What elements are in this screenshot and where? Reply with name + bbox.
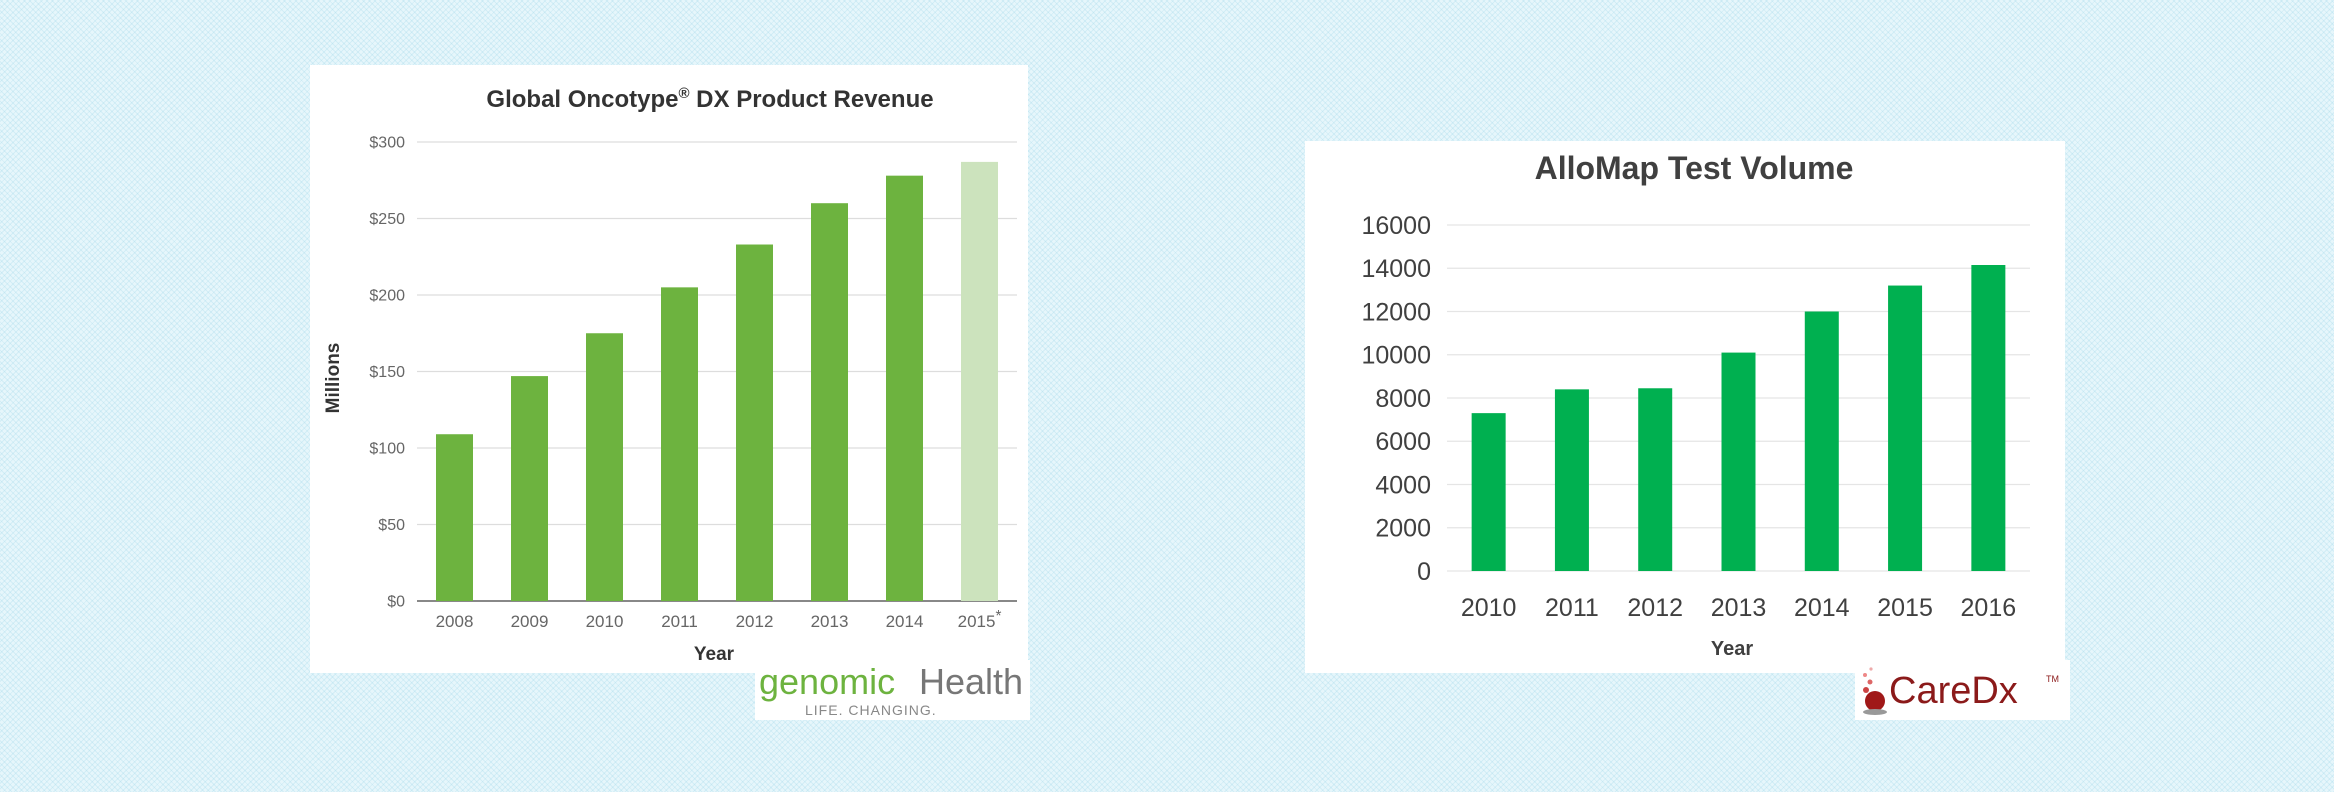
y-tick-label: $250 — [369, 211, 405, 228]
x-tick-label: 2012 — [1627, 594, 1683, 622]
bar-2012 — [1638, 388, 1673, 571]
oncotype-chart-panel: Global Oncotype® DX Product Revenue $0 $5… — [310, 65, 1028, 673]
x-tick-label: 2010 — [1461, 594, 1517, 622]
x-tick-label: 2015* — [958, 608, 1002, 631]
chart-title: AlloMap Test Volume — [1535, 150, 1854, 186]
x-axis-label: Year — [1711, 638, 1753, 660]
bar-2013 — [811, 203, 848, 601]
bar-2016 — [1971, 265, 2006, 571]
x-tick-label: 2010 — [586, 612, 624, 631]
y-tick-label: 8000 — [1375, 385, 1431, 413]
y-tick-label: 14000 — [1361, 255, 1431, 283]
x-tick-label: 2016 — [1961, 594, 2017, 622]
x-tick-label: 2011 — [661, 612, 698, 631]
x-axis-label: Year — [694, 644, 735, 665]
oncotype-revenue-chart: Global Oncotype® DX Product Revenue $0 $5… — [323, 85, 1017, 665]
y-tick-label: $150 — [369, 364, 405, 381]
y-tick-label: 12000 — [1361, 298, 1431, 326]
caredx-trademark: TM — [2046, 674, 2059, 684]
y-tick-label: $300 — [369, 135, 405, 152]
allomap-volume-chart: AlloMap Test Volume 0 2000 4000 6000 8000 100… — [1361, 150, 2030, 660]
y-tick-label: 2000 — [1375, 515, 1431, 543]
y-tick-label: 4000 — [1375, 471, 1431, 499]
x-tick-label: 2015 — [1877, 594, 1933, 622]
x-tick-label: 2013 — [1711, 594, 1767, 622]
droplet-icon — [1863, 667, 1887, 715]
genomic-health-logo: genomic Health LIFE. CHANGING. — [755, 660, 1030, 720]
y-tick-label: $50 — [378, 517, 405, 534]
caredx-logo: CareDx TM — [1855, 660, 2070, 720]
bar-2014 — [1804, 311, 1839, 571]
y-tick-label: 6000 — [1375, 428, 1431, 456]
y-axis-label: Millions — [323, 343, 344, 414]
logo-tagline: LIFE. CHANGING. — [805, 702, 937, 718]
y-tick-label: $200 — [369, 288, 405, 305]
caredx-wordmark: CareDx — [1889, 670, 2018, 712]
x-tick-label: 2009 — [511, 612, 549, 631]
x-tick-label: 2011 — [1545, 594, 1599, 622]
x-tick-label: 2014 — [1794, 594, 1850, 622]
x-tick-label: 2014 — [886, 612, 924, 631]
allomap-chart-panel: AlloMap Test Volume 0 2000 4000 6000 8000 100… — [1305, 141, 2065, 673]
bar-2010 — [586, 333, 623, 601]
y-tick-label: 10000 — [1361, 342, 1431, 370]
bar-2008 — [436, 434, 473, 601]
chart-title: Global Oncotype® DX Product Revenue — [486, 85, 933, 113]
bar-2015 — [961, 161, 998, 601]
bar-2012 — [736, 244, 773, 601]
bar-2011 — [1554, 389, 1589, 571]
bar-2014 — [886, 175, 923, 601]
x-tick-label: 2012 — [736, 612, 774, 631]
y-tick-label: $100 — [369, 441, 405, 458]
logo-word-health: Health — [919, 661, 1023, 702]
y-tick-label: $0 — [387, 594, 405, 611]
x-tick-label: 2013 — [811, 612, 849, 631]
bar-2011 — [661, 287, 698, 601]
bar-2015 — [1888, 285, 1923, 571]
bar-2009 — [511, 376, 548, 601]
logo-word-genomic: genomic — [759, 661, 895, 702]
bar-2010 — [1471, 413, 1506, 571]
bar-2013 — [1721, 352, 1756, 571]
x-tick-label: 2008 — [436, 612, 474, 631]
y-tick-label: 16000 — [1361, 212, 1431, 240]
y-tick-label: 0 — [1417, 558, 1431, 586]
